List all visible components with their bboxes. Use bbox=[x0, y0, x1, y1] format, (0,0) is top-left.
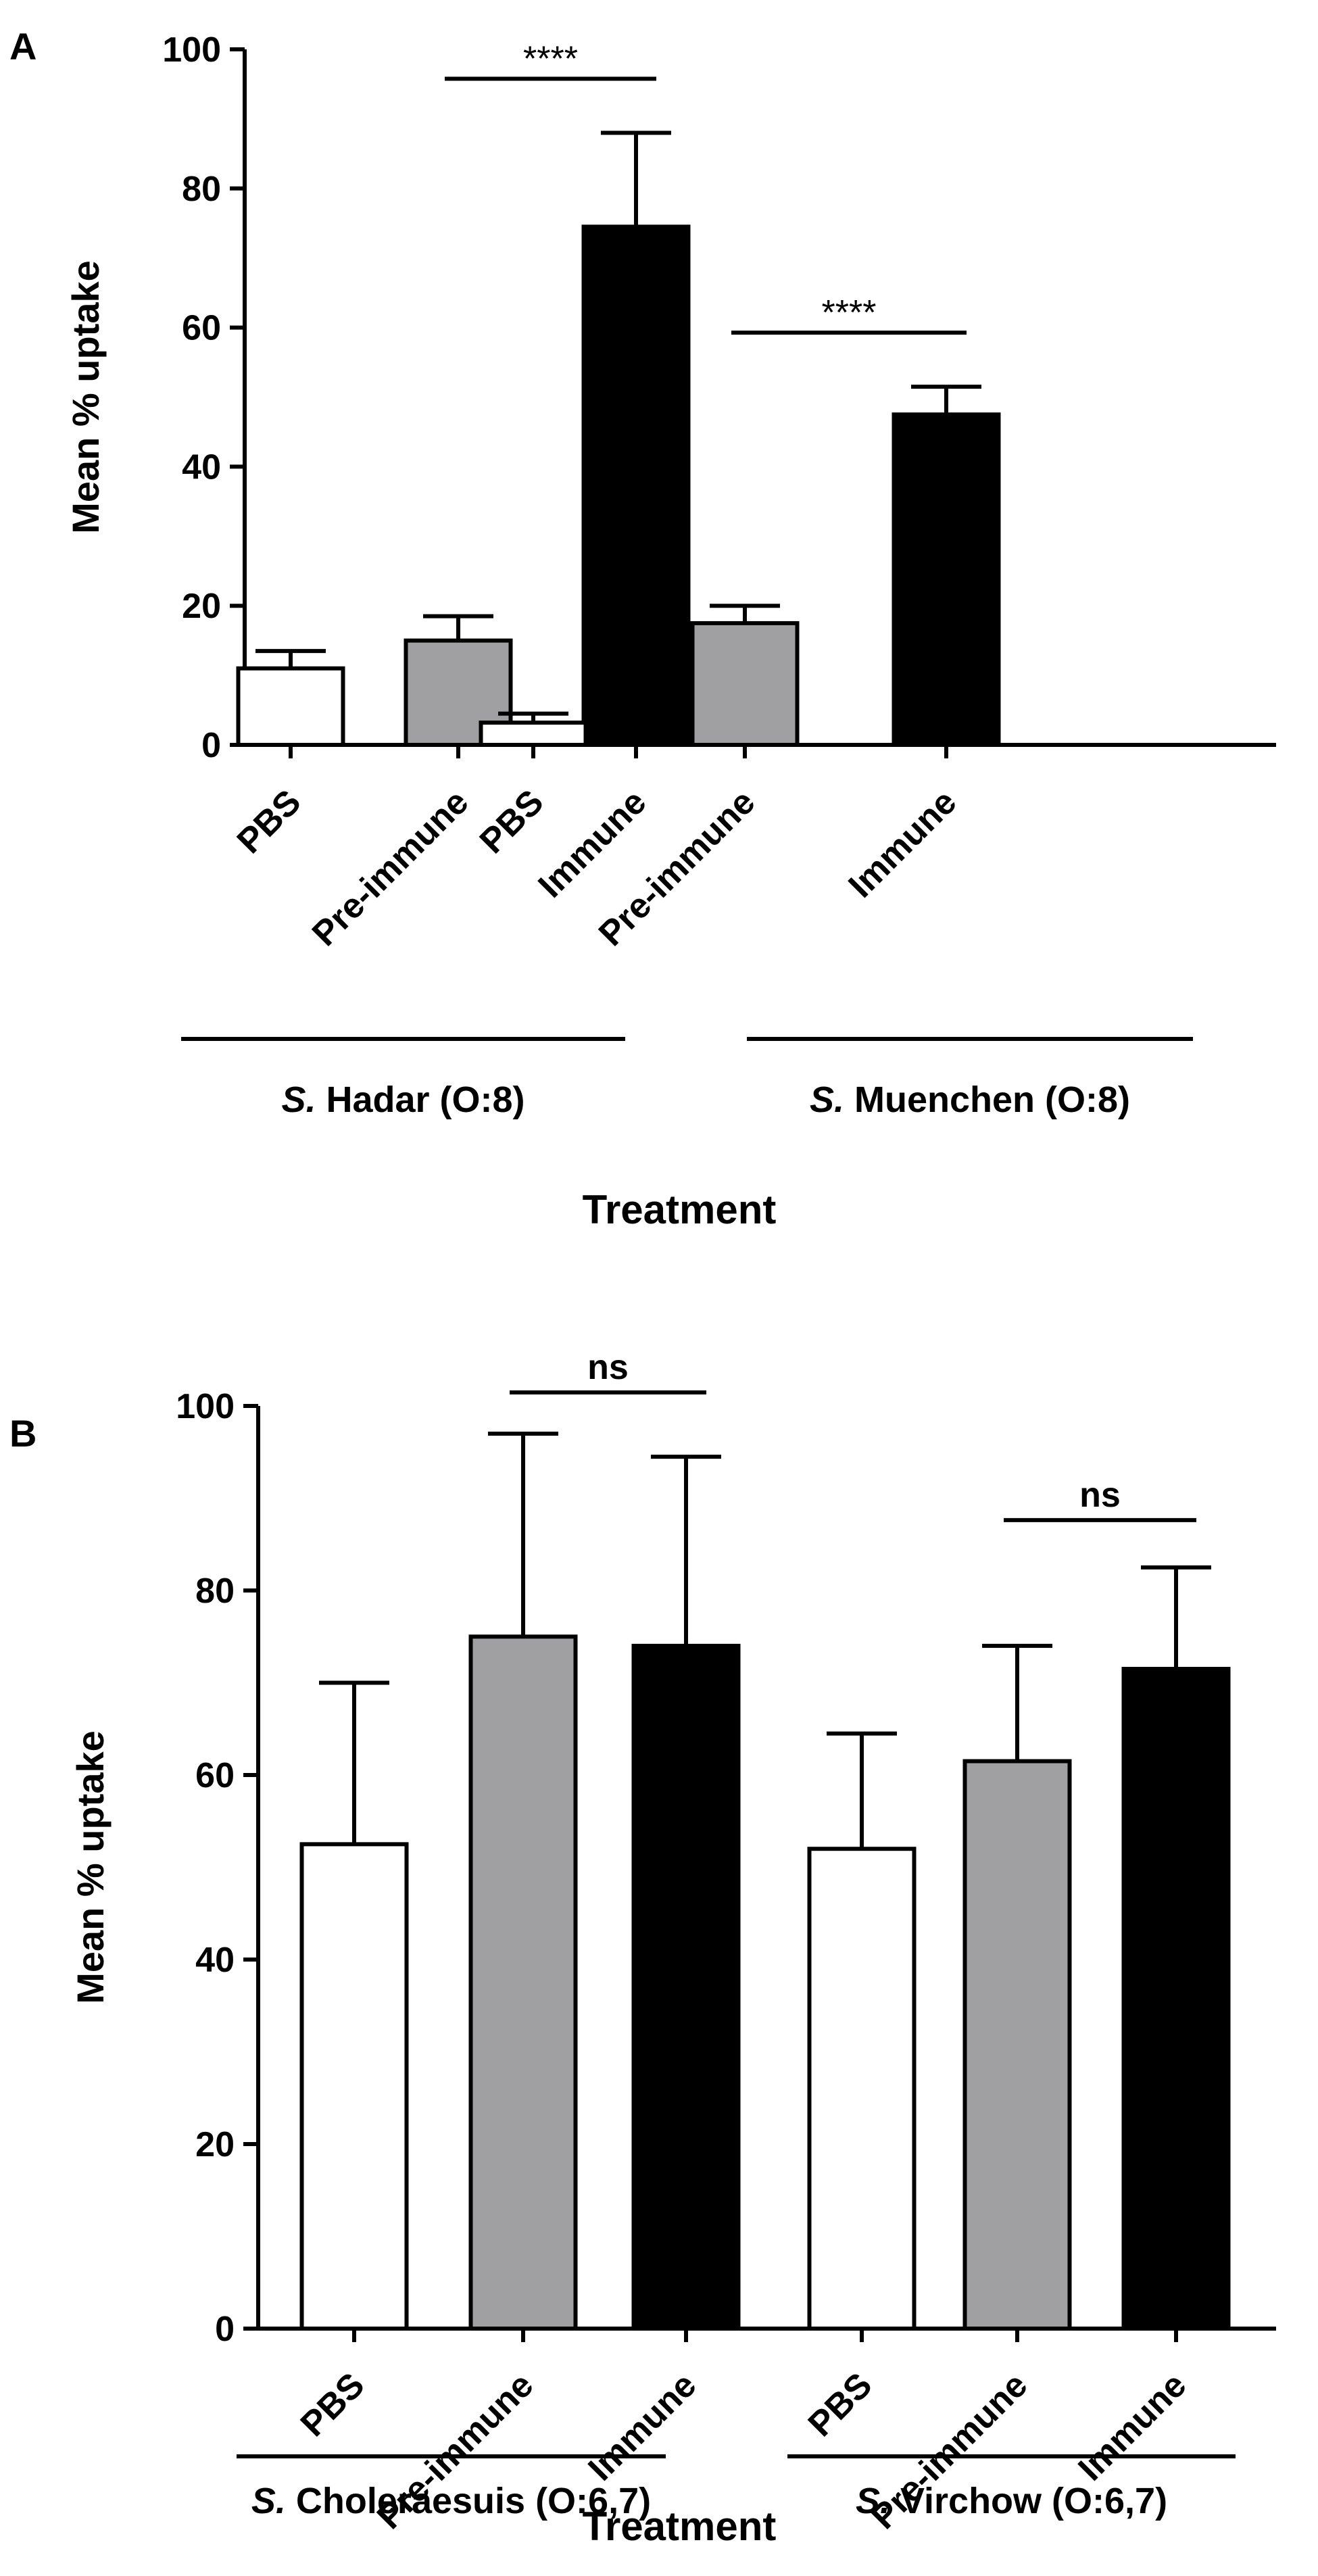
bar bbox=[479, 721, 588, 748]
x-axis-title: Treatment bbox=[583, 1187, 777, 1232]
bar bbox=[1121, 1667, 1231, 2331]
bar bbox=[236, 666, 345, 747]
significance-label: **** bbox=[822, 293, 877, 333]
y-tick-label: 80 bbox=[195, 1572, 235, 1611]
bar bbox=[690, 621, 800, 747]
y-tick-label: 20 bbox=[182, 587, 221, 626]
bar bbox=[581, 224, 691, 747]
bar bbox=[962, 1759, 1072, 2331]
significance-label: ns bbox=[587, 1348, 629, 1387]
group-label: S. Muenchen (O:8) bbox=[810, 1079, 1130, 1120]
significance-label: ns bbox=[1079, 1476, 1121, 1515]
bar bbox=[631, 1643, 741, 2331]
group-label-name: Virchow (O:6,7) bbox=[890, 2481, 1167, 2521]
y-tick-label: 0 bbox=[215, 2310, 235, 2349]
y-tick-label: 0 bbox=[201, 726, 221, 765]
panel-letter: B bbox=[9, 1412, 36, 1455]
group-label-name: Choleraesuis (O:6,7) bbox=[286, 2481, 651, 2521]
group-label-italic: S. bbox=[810, 1079, 844, 1120]
y-axis-title: Mean % uptake bbox=[69, 1730, 112, 2004]
y-tick-label: 20 bbox=[195, 2125, 235, 2164]
y-tick-label: 40 bbox=[182, 447, 221, 487]
group-label-italic: S. bbox=[251, 2481, 286, 2521]
bar bbox=[468, 1634, 578, 2331]
group-label-italic: S. bbox=[856, 2481, 890, 2521]
y-tick-label: 100 bbox=[162, 30, 221, 70]
group-label: S. Virchow (O:6,7) bbox=[856, 2481, 1167, 2521]
group-label: S. Choleraesuis (O:6,7) bbox=[251, 2481, 651, 2521]
y-tick-label: 80 bbox=[182, 170, 221, 209]
y-tick-label: 100 bbox=[176, 1387, 235, 1426]
y-tick-label: 40 bbox=[195, 1941, 235, 1980]
y-tick-label: 60 bbox=[195, 1756, 235, 1795]
x-axis-title: Treatment bbox=[583, 2504, 777, 2549]
bar bbox=[299, 1842, 409, 2331]
group-label-italic: S. bbox=[281, 1079, 316, 1120]
significance-label: **** bbox=[523, 39, 578, 78]
group-label: S. Hadar (O:8) bbox=[281, 1079, 524, 1120]
y-axis-title: Mean % uptake bbox=[64, 260, 107, 534]
bar bbox=[807, 1847, 917, 2331]
y-tick-label: 60 bbox=[182, 309, 221, 348]
group-label-name: Muenchen (O:8) bbox=[844, 1079, 1130, 1120]
group-label-name: Hadar (O:8) bbox=[316, 1079, 524, 1120]
panel-letter: A bbox=[9, 25, 36, 68]
bar bbox=[892, 412, 1001, 747]
